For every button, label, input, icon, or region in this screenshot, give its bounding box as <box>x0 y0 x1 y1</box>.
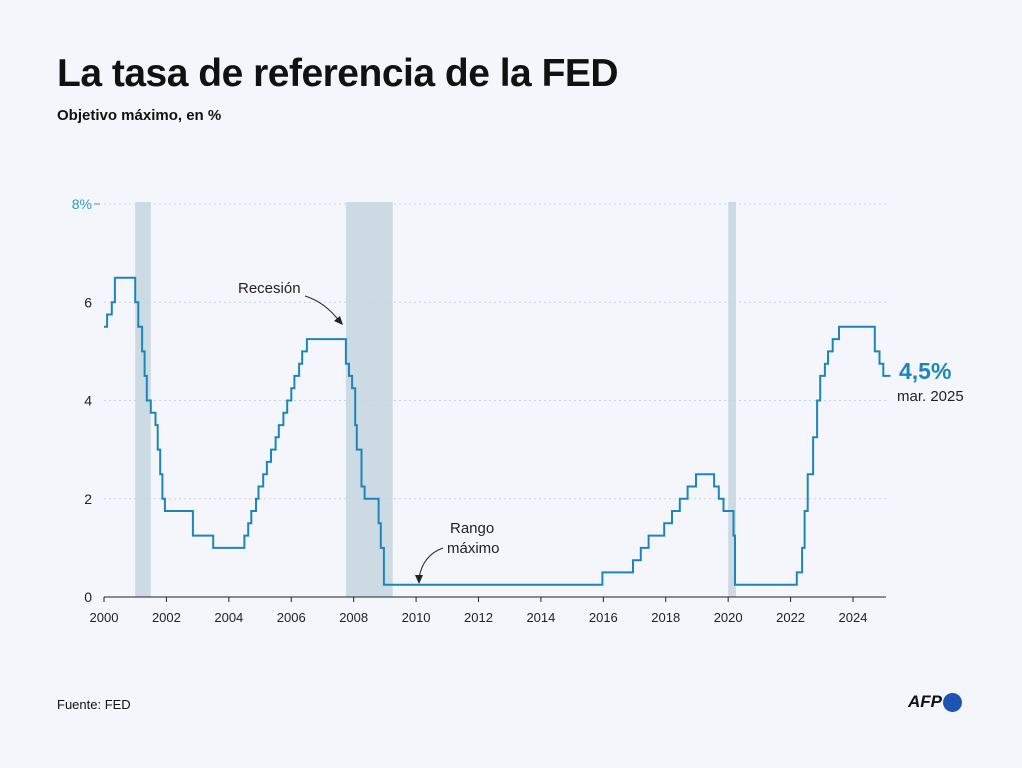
y-axis-ticks: 8% 6 4 2 0 <box>72 196 100 605</box>
annotation-recesion-arrow <box>304 295 341 323</box>
x-axis-ticks: 2000 2002 2004 2006 2008 2010 2012 2014 2016 2018… <box>90 597 868 625</box>
x-tick-label: 2002 <box>152 610 181 625</box>
y-tick-label: 8% <box>72 196 92 212</box>
source-note: Fuente: FED <box>57 697 131 712</box>
last-value-date: mar. 2025 <box>897 388 964 405</box>
y-tick-label: 2 <box>84 491 92 507</box>
annotation-rango-arrow <box>418 547 444 579</box>
x-tick-label: 2008 <box>339 610 368 625</box>
recession-bands <box>135 202 736 597</box>
x-tick-label: 2022 <box>776 610 805 625</box>
afp-logo: AFP <box>908 692 962 712</box>
x-tick-label: 2006 <box>277 610 306 625</box>
series-line-fed-rate <box>104 276 891 586</box>
annotation-rango-line1: Rango <box>450 520 494 537</box>
logo-text: AFP <box>908 692 942 711</box>
y-tick-label: 0 <box>84 589 92 605</box>
x-tick-label: 2000 <box>90 610 119 625</box>
x-tick-label: 2004 <box>214 610 243 625</box>
y-tick-label: 6 <box>84 294 92 310</box>
x-tick-label: 2018 <box>651 610 680 625</box>
recession-band-2 <box>728 202 736 597</box>
arrowhead-icon <box>415 575 423 584</box>
chart-subtitle: Objetivo máximo, en % <box>57 107 222 124</box>
y-tick-label: 4 <box>84 393 92 409</box>
last-value-label: 4,5% <box>899 358 951 384</box>
x-tick-label: 2024 <box>839 610 868 625</box>
x-tick-label: 2012 <box>464 610 493 625</box>
x-tick-label: 2014 <box>526 610 555 625</box>
grid-lines <box>104 203 886 500</box>
annotation-recesion: Recesión <box>238 280 301 297</box>
logo-dot-icon <box>943 692 962 712</box>
arrowhead-icon <box>334 316 343 325</box>
annotation-rango-line2: máximo <box>447 540 500 557</box>
recession-band-1 <box>345 202 393 597</box>
x-tick-label: 2020 <box>714 610 743 625</box>
x-tick-label: 2010 <box>402 610 431 625</box>
chart-title: La tasa de referencia de la FED <box>57 52 619 95</box>
x-tick-label: 2016 <box>589 610 618 625</box>
